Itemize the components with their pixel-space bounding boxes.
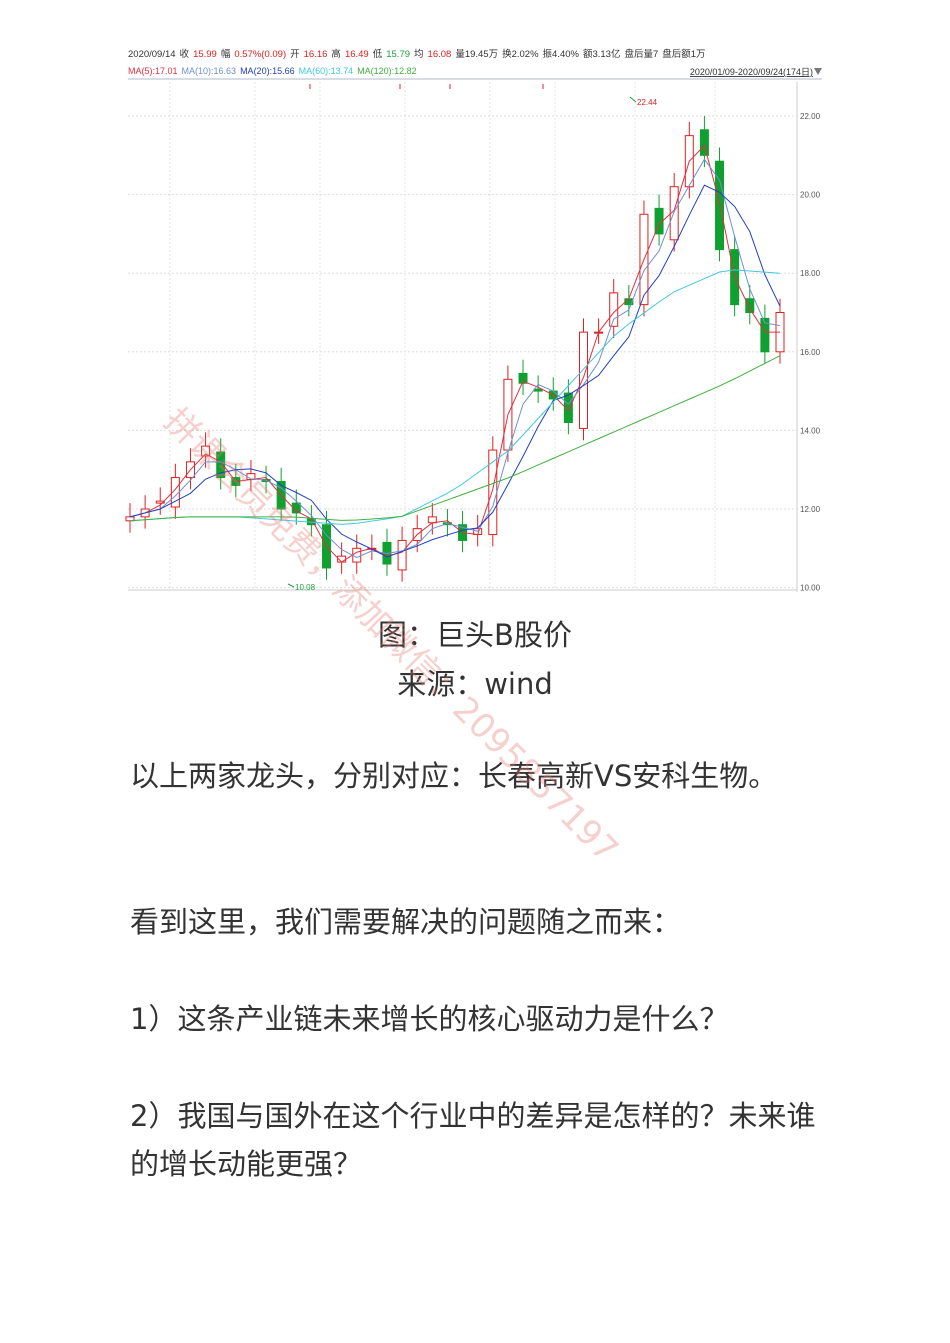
stock-price-chart: 2020/09/14 收 15.99 幅 0.57%(0.09) 开 16.16 高 16.49… [125,48,822,593]
header-value: 16.08 [428,49,452,60]
header-value: 额3.13亿 [583,48,621,60]
ma120-line [129,355,781,522]
y-tick-label: 12.00 [800,505,821,514]
candle [397,539,407,571]
header-value: 量19.45万 [455,49,498,60]
candle [609,292,619,327]
candle [760,317,770,353]
ma-legend: MA(60):13.74 [299,66,354,76]
candle [216,451,226,479]
header-value: 15.99 [193,49,217,60]
candle [291,502,301,514]
paragraph: 2）我国与国外在这个行业中的差异是怎样的？未来谁的增长动能更强？ [130,1099,816,1181]
header-value: 16.16 [304,49,328,60]
paragraph: 以上两家龙头，分别对应：长春高新VS安科生物。 [130,759,778,793]
candle [654,207,664,235]
candle [563,392,573,424]
low-label: 10.08 [295,583,316,592]
dropdown-icon [814,68,822,75]
ma-legend: MA(120):12.82 [357,66,417,76]
y-tick-label: 16.00 [800,348,821,357]
ma5-line [129,144,780,563]
candle [715,160,725,251]
paragraph: 看到这里，我们需要解决的问题随之而来： [130,905,682,939]
header-value: 换2.02% [502,48,539,60]
header-value: 幅 [221,48,231,60]
header-value: 16.49 [345,49,369,60]
high-marker [629,96,637,103]
header-value: 2020/09/14 [128,49,176,60]
ma-legend: MA(10):16.63 [182,66,237,76]
header-value: 高 [331,48,341,60]
candle [745,298,755,313]
y-tick-label: 10.00 [800,584,821,593]
candle [488,449,498,536]
y-tick-label: 22.00 [800,112,821,121]
ma10-line [129,158,781,559]
candle [533,388,543,392]
header-value: 盘后量7 [624,48,658,60]
candle [669,186,679,241]
header-value: 盘后额1万 [662,48,705,60]
figure-caption: 图：巨头B股价 [378,618,572,652]
header-value: 均 [414,48,424,60]
candle [518,372,528,384]
date-range: 2020/01/09-2020/09/24(174日) [690,67,813,77]
header-value: 低 [373,48,383,60]
ma-legend: MA(5):17.01 [128,66,178,76]
source-caption: 来源：wind [397,667,553,701]
header-value: 振4.40% [543,48,580,60]
header-value: 0.57%(0.09) [234,49,286,60]
candle [155,500,165,504]
ma-legend: MA(20):15.66 [240,66,295,76]
ma60-line [129,269,781,525]
paragraph: 1）这条产业链未来增长的核心驱动力是什么？ [130,1002,729,1036]
candle [352,547,362,563]
y-tick-label: 20.00 [800,191,821,200]
y-tick-label: 14.00 [800,426,821,435]
ma20-line [129,184,781,558]
low-marker [287,583,295,588]
y-tick-label: 18.00 [800,269,821,278]
candle [578,331,588,429]
candle [699,129,709,156]
header-value: 15.79 [386,49,410,60]
candle [201,445,211,457]
candle [427,516,437,524]
high-label: 22.44 [637,98,658,107]
header-value: 收 [180,48,190,60]
header-value: 开 [290,49,300,60]
